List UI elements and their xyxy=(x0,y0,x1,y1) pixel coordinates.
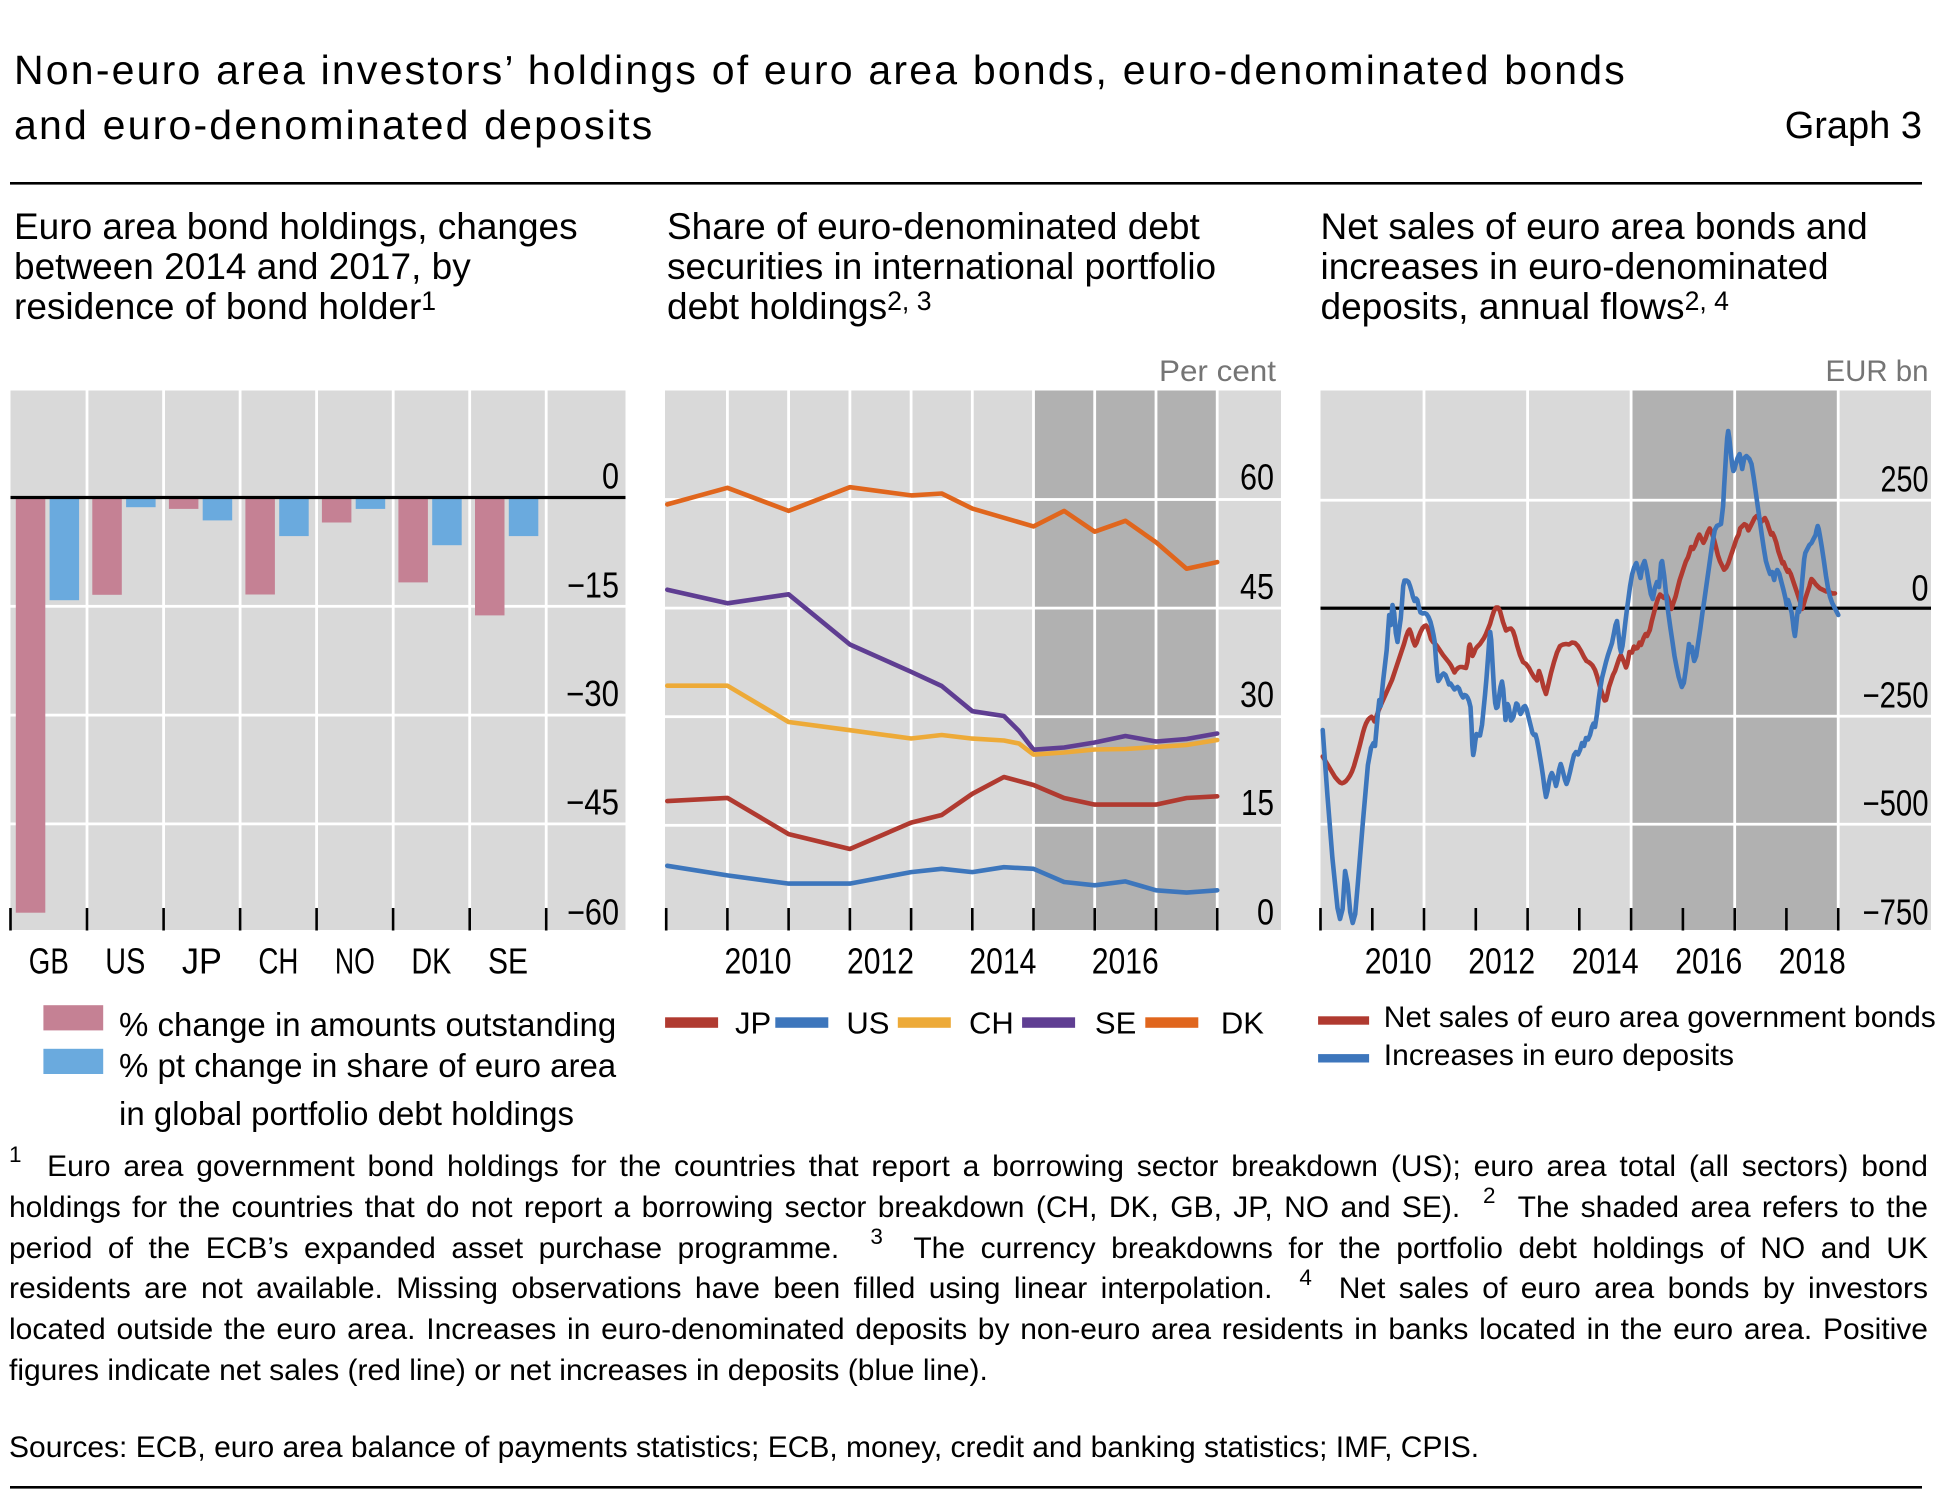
svg-text:0: 0 xyxy=(1257,892,1274,933)
svg-text:−15: −15 xyxy=(567,564,619,605)
svg-text:CH: CH xyxy=(969,1006,1014,1041)
svg-text:30: 30 xyxy=(1240,674,1274,715)
svg-text:US: US xyxy=(846,1006,889,1041)
svg-text:2018: 2018 xyxy=(1779,941,1846,982)
svg-text:0: 0 xyxy=(1912,568,1929,609)
svg-text:CH: CH xyxy=(258,941,298,982)
svg-text:2014: 2014 xyxy=(1572,941,1639,982)
svg-text:EUR bn: EUR bn xyxy=(1826,355,1929,388)
svg-text:45: 45 xyxy=(1240,566,1274,607)
svg-text:2010: 2010 xyxy=(1365,941,1432,982)
svg-text:SE: SE xyxy=(488,941,528,982)
svg-text:JP: JP xyxy=(182,941,222,982)
svg-text:JP: JP xyxy=(735,1006,771,1041)
svg-text:−30: −30 xyxy=(566,673,619,714)
svg-text:GB: GB xyxy=(29,941,69,982)
svg-text:US: US xyxy=(105,941,145,982)
svg-text:2014: 2014 xyxy=(969,941,1036,982)
svg-text:−60: −60 xyxy=(567,892,619,933)
svg-text:Per cent: Per cent xyxy=(1159,355,1277,388)
svg-text:SE: SE xyxy=(1095,1006,1136,1041)
svg-text:NO: NO xyxy=(335,941,375,982)
svg-text:60: 60 xyxy=(1240,456,1274,497)
svg-text:15: 15 xyxy=(1241,782,1274,823)
svg-text:250: 250 xyxy=(1881,459,1929,500)
svg-text:2016: 2016 xyxy=(1675,941,1742,982)
svg-text:2010: 2010 xyxy=(725,941,792,982)
svg-text:2012: 2012 xyxy=(1468,941,1535,982)
svg-text:DK: DK xyxy=(411,941,451,982)
svg-text:−500: −500 xyxy=(1863,783,1929,824)
svg-text:−45: −45 xyxy=(566,782,619,823)
svg-text:−750: −750 xyxy=(1863,892,1929,933)
svg-text:2012: 2012 xyxy=(847,941,914,982)
svg-text:−250: −250 xyxy=(1863,675,1929,716)
svg-text:DK: DK xyxy=(1221,1006,1264,1041)
svg-text:2016: 2016 xyxy=(1092,941,1159,982)
svg-text:0: 0 xyxy=(602,456,619,497)
